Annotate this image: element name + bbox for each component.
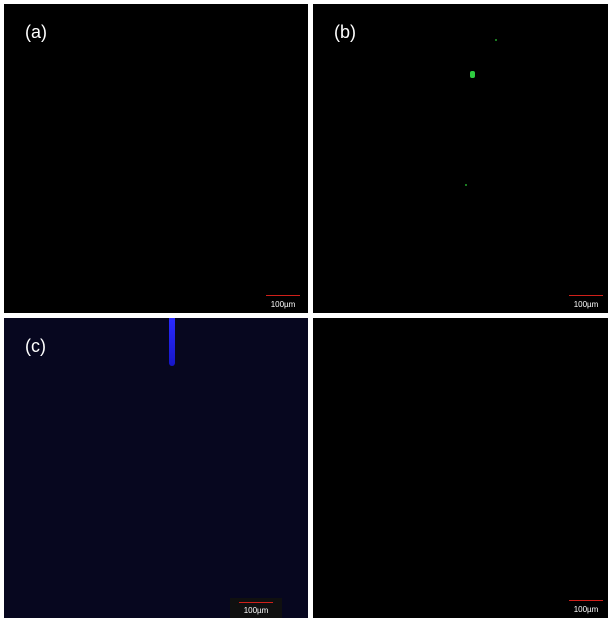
- scale-bar: [266, 295, 300, 296]
- scale-bar-text: 100µm: [236, 606, 276, 615]
- scale-bar-text: 100µm: [263, 300, 303, 309]
- scale-bar: [569, 295, 603, 296]
- blue-streak: [169, 318, 175, 366]
- scale-bar-text: 100µm: [566, 605, 606, 614]
- panel-label: (a): [25, 22, 47, 43]
- panel-label: (b): [334, 22, 356, 43]
- panel-label: (c): [25, 336, 46, 357]
- green-spot: [465, 184, 467, 186]
- panel-a: (a) 100µm: [4, 4, 308, 313]
- panel-d: 100µm: [313, 318, 608, 618]
- scale-bar-text: 100µm: [566, 300, 606, 309]
- green-spot: [470, 71, 475, 78]
- scale-bar: [239, 602, 273, 603]
- panel-c: (c) 100µm: [4, 318, 308, 618]
- green-spot: [495, 39, 497, 41]
- figure: (a) 100µm (b) 100µm (c) 100µm 100µm: [0, 0, 612, 621]
- panel-b: (b) 100µm: [313, 4, 608, 313]
- scale-bar: [569, 600, 603, 601]
